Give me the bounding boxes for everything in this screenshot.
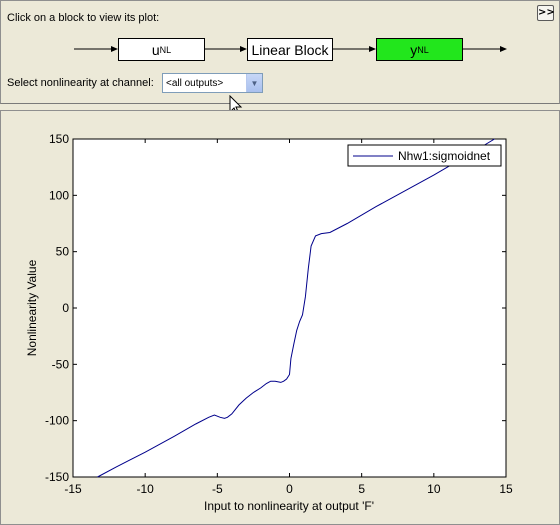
y-axis-title: Nonlinearity Value [25, 259, 39, 356]
channel-dropdown[interactable]: <all outputs> ▼ [162, 73, 263, 93]
plot-panel: -15 -10 -5 0 5 10 15 -150 -100 -50 0 50 100 150 Nhw1:… [0, 110, 560, 525]
x-tick-label: -15 [64, 482, 82, 496]
y-tick-label: -150 [45, 470, 69, 484]
output-nonlinearity-block[interactable]: y NL [376, 38, 463, 61]
x-tick-label: 10 [427, 482, 441, 496]
x-tick-label: 5 [358, 482, 365, 496]
series-line-nhw1-sigmoidnet [97, 138, 495, 478]
channel-select-label: Select nonlinearity at channel: [7, 77, 154, 89]
plot-axes-area [72, 138, 507, 478]
x-tick-label: 0 [286, 482, 293, 496]
chevron-down-icon[interactable]: ▼ [246, 74, 262, 92]
legend-entry: Nhw1:sigmoidnet [398, 149, 491, 163]
linear-block[interactable]: Linear Block [247, 38, 333, 61]
input-block-label: u [151, 41, 160, 58]
x-tick-label: -5 [212, 482, 223, 496]
output-block-label: y [410, 41, 418, 58]
channel-dropdown-value: <all outputs> [166, 77, 224, 89]
input-block-subscript: NL [159, 44, 172, 55]
y-tick-label: -50 [52, 357, 70, 371]
expand-toggle-button[interactable]: >> [537, 5, 555, 21]
x-tick-label: 15 [499, 482, 513, 496]
y-tick-label: 50 [56, 245, 70, 259]
y-tick-label: 150 [49, 132, 69, 146]
input-nonlinearity-block[interactable]: u NL [118, 38, 205, 61]
legend: Nhw1:sigmoidnet [347, 144, 502, 167]
diagram-connectors [74, 46, 507, 52]
y-tick-label: 0 [62, 301, 69, 315]
y-tick-label: -100 [45, 414, 69, 428]
legend-box [347, 144, 502, 167]
instruction-text: Click on a block to view its plot: [7, 12, 160, 24]
output-block-subscript: NL [417, 44, 429, 55]
x-axis-title: Input to nonlinearity at output 'F' [204, 499, 374, 513]
y-tick-label: 100 [49, 188, 69, 202]
x-tick-label: -10 [136, 482, 154, 496]
